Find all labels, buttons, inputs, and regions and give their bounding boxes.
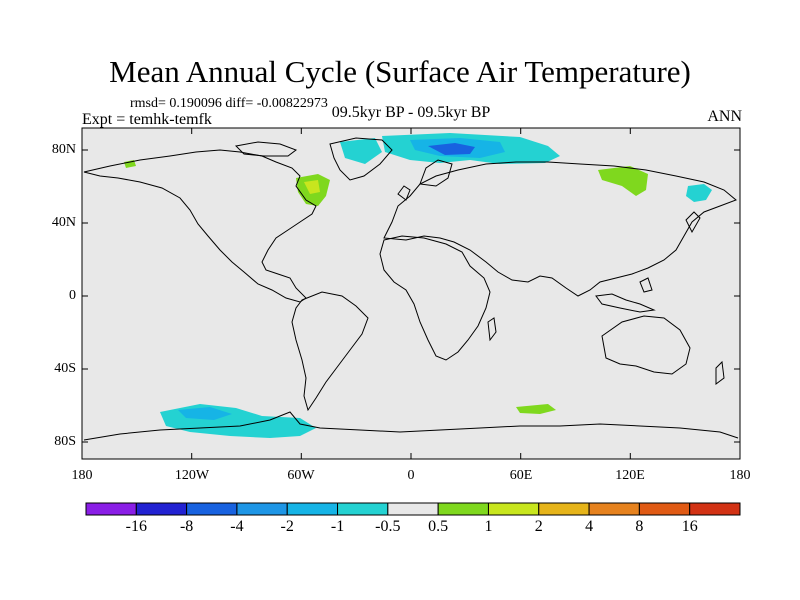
siberia-green-patch xyxy=(598,166,648,196)
plot-title: Mean Annual Cycle (Surface Air Temperatu… xyxy=(109,54,691,89)
season-label: ANN xyxy=(707,108,742,125)
colorbar-label-9: 4 xyxy=(585,518,594,535)
alaska-green-patch xyxy=(124,160,136,168)
coast-new-zealand xyxy=(715,360,725,385)
lat-label-80n: 80N xyxy=(51,142,76,157)
ne-asia-cyan-patch xyxy=(686,184,712,202)
lon-label-0: 0 xyxy=(407,468,415,483)
colorbar-label-1: -8 xyxy=(179,518,194,535)
southern-ocean-green-patch xyxy=(516,404,556,414)
colorbar-box-4 xyxy=(286,502,339,516)
coast-greenland xyxy=(329,137,393,181)
coast-philippines xyxy=(639,277,653,293)
colorbar-label-3: -2 xyxy=(280,518,294,535)
colorbar-box-1 xyxy=(135,502,188,516)
anomaly-fills xyxy=(124,133,712,438)
colorbar-box-0 xyxy=(85,502,137,516)
colorbar-label-2: -4 xyxy=(230,518,244,535)
coast-japan xyxy=(685,211,701,234)
colorbar-box-6 xyxy=(387,502,439,516)
colorbar-box-11 xyxy=(638,502,691,516)
labrador-yellow-core xyxy=(304,180,320,194)
coast-indonesia xyxy=(595,293,656,313)
colorbar-box-9 xyxy=(538,502,590,516)
colorbar-box-12 xyxy=(689,502,741,516)
lat-label-40n: 40N xyxy=(51,215,76,230)
lat-ticks xyxy=(82,149,740,443)
lon-ticks xyxy=(81,128,741,459)
coast-australia xyxy=(601,315,691,375)
lat-label-40s: 40S xyxy=(54,361,76,376)
coast-madagascar xyxy=(487,317,497,342)
lon-label-60e: 60E xyxy=(509,468,533,483)
colorbar-label-7: 1 xyxy=(484,518,493,535)
coast-arctic-islands xyxy=(234,141,298,157)
period-label: 09.5kyr BP - 09.5kyr BP xyxy=(331,104,491,121)
lon-label-180e: 180 xyxy=(729,468,751,483)
greenland-cyan-patch xyxy=(340,138,382,164)
lon-label-60w: 60W xyxy=(287,468,315,483)
colorbar-box-10 xyxy=(588,502,640,516)
coast-antarctica xyxy=(83,411,739,441)
colorbar-label-0: -16 xyxy=(125,518,147,535)
colorbar-label-10: 8 xyxy=(635,518,644,535)
colorbar-box-5 xyxy=(337,502,389,516)
coast-eurasia xyxy=(383,161,737,297)
stats-line: rmsd= 0.190096 diff= -0.00822973 xyxy=(130,96,328,111)
coast-africa xyxy=(379,235,491,361)
antarctic-lightblue-patch xyxy=(178,407,232,420)
colorbar-box-3 xyxy=(236,502,288,516)
colorbar-box-8 xyxy=(487,502,540,516)
lon-label-120w: 120W xyxy=(174,468,210,483)
coast-scandinavia xyxy=(419,159,453,187)
colorbar-label-8: 2 xyxy=(534,518,543,535)
lon-label-180w: 180 xyxy=(71,468,93,483)
colorbar-label-4: -1 xyxy=(330,518,345,535)
lat-label-0: 0 xyxy=(69,288,76,303)
coastlines xyxy=(83,137,739,441)
coast-south-america xyxy=(291,291,369,412)
colorbar-box-7 xyxy=(437,502,489,516)
colorbar-label-6: 0.5 xyxy=(428,518,449,535)
lon-label-120e: 120E xyxy=(615,468,645,483)
arctic-blue-core xyxy=(428,143,475,155)
coast-uk xyxy=(397,185,411,201)
experiment-label: Expt = temhk-temfk xyxy=(82,111,212,128)
lat-label-80s: 80S xyxy=(54,434,76,449)
colorbar-label-11: 16 xyxy=(681,518,698,535)
colorbar-label-5: -0.5 xyxy=(375,518,401,535)
colorbar-box-2 xyxy=(186,502,238,516)
colorbar xyxy=(85,502,741,516)
